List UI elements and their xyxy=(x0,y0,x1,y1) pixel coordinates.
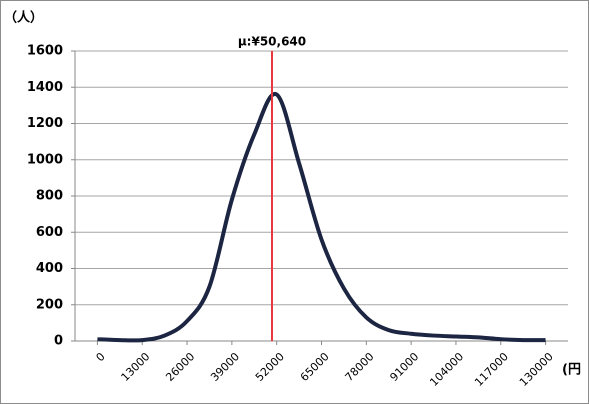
y-tick-label: 1600 xyxy=(27,44,63,59)
y-tick-label: 600 xyxy=(36,225,63,240)
y-tick-label: 200 xyxy=(36,297,63,312)
y-tick-label: 1400 xyxy=(27,80,63,95)
x-axis-label: (円 xyxy=(562,363,581,378)
y-tick-label: 1000 xyxy=(27,152,63,167)
mean-label: μ:¥50,640 xyxy=(238,35,306,49)
y-axis-label: （人） xyxy=(4,10,43,26)
y-tick-label: 800 xyxy=(36,189,63,204)
y-tick-label: 0 xyxy=(54,334,63,349)
data-line xyxy=(97,92,546,343)
y-tick-label: 400 xyxy=(36,261,63,276)
y-tick-label: 1200 xyxy=(27,116,63,131)
